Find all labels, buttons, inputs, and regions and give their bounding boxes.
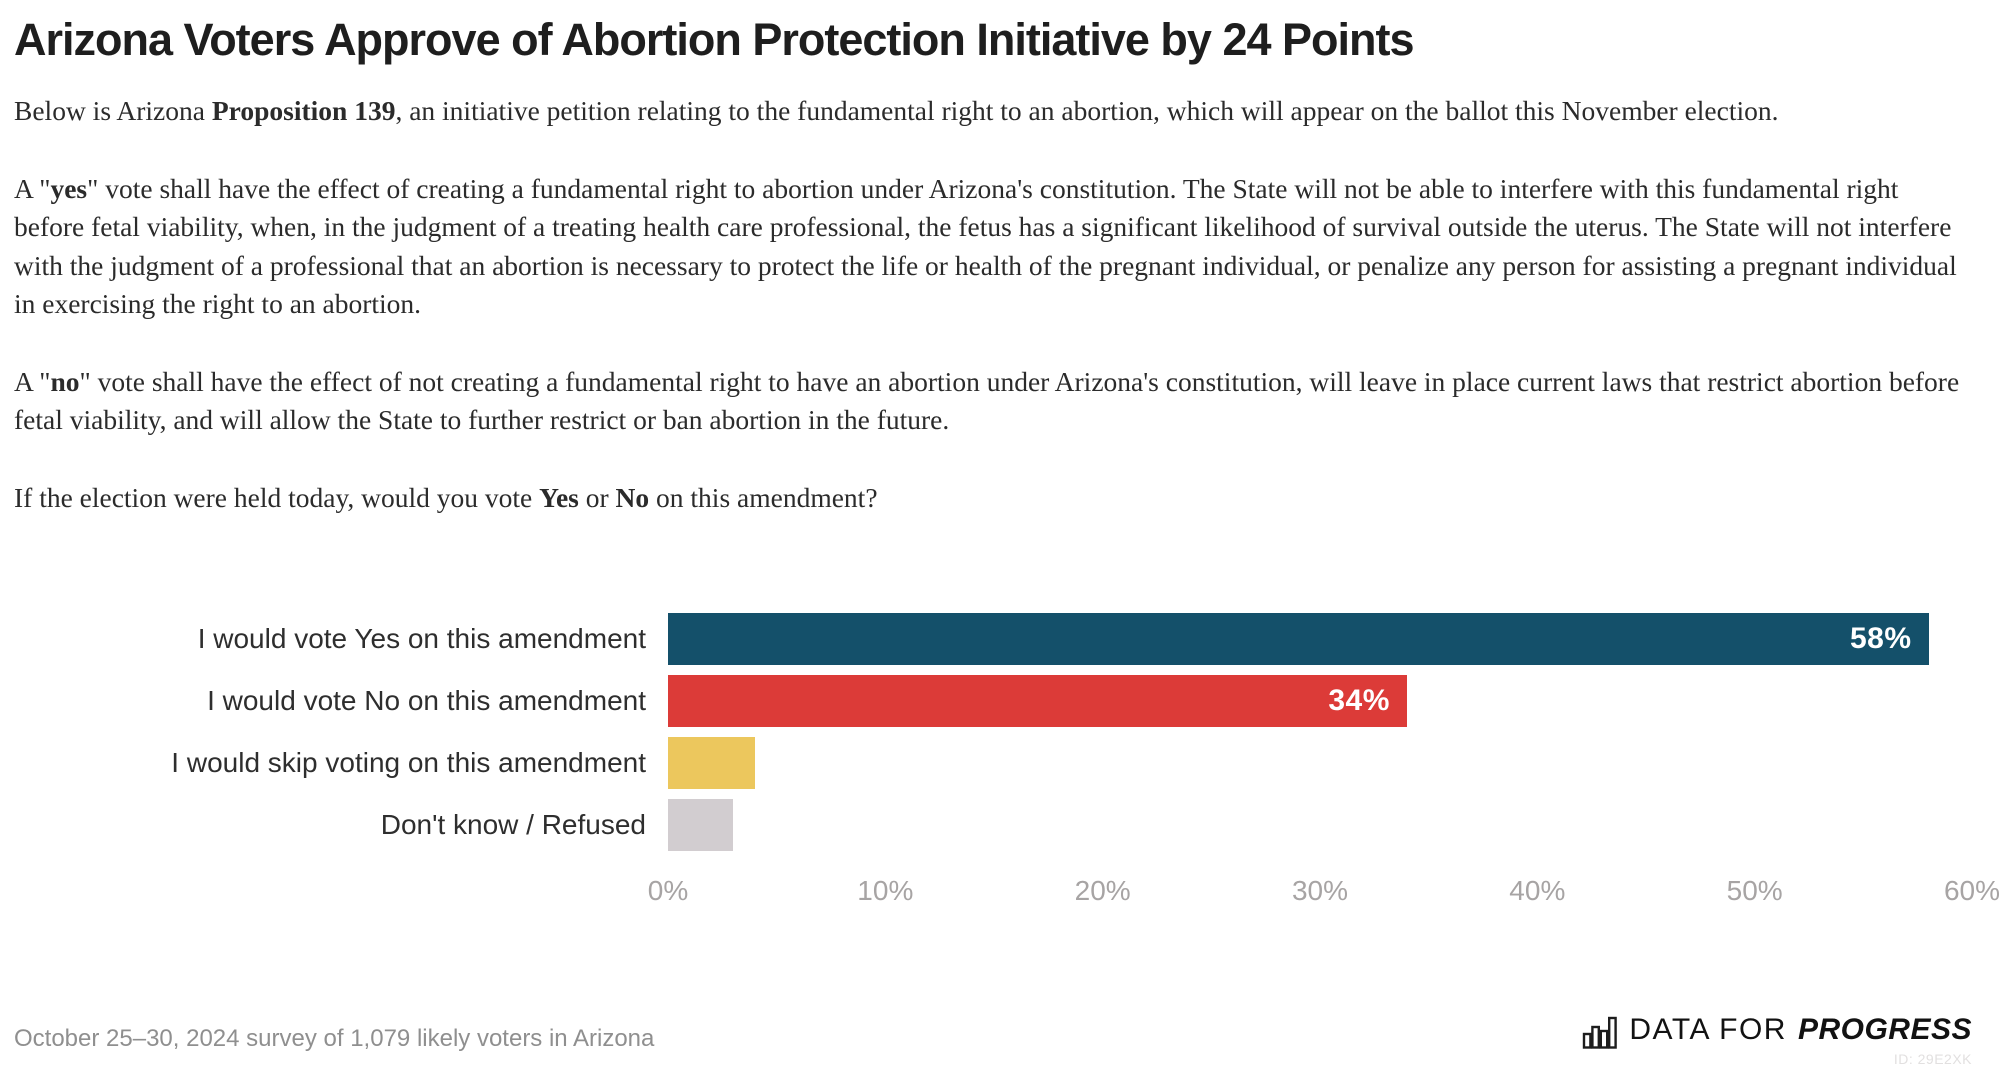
chart-footer: October 25–30, 2024 survey of 1,079 like… bbox=[14, 1010, 1972, 1067]
bar-segment: 34% bbox=[668, 675, 1407, 728]
logo-text-progress: PROGRESS bbox=[1797, 1013, 1972, 1046]
bar-category-label: Don't know / Refused bbox=[380, 809, 646, 841]
x-axis: 0% 10% 20% 30% 40% 50% 60% bbox=[648, 875, 1999, 909]
bar-track: 58% bbox=[668, 613, 1972, 666]
chart-row: Don't know / Refused bbox=[14, 799, 1972, 852]
ballot-paragraph: Below is Arizona Proposition 139, an ini… bbox=[14, 95, 1779, 127]
chart-row: I would vote Yes on this amendment 58% bbox=[14, 613, 1972, 666]
poll-bar-chart: I would vote Yes on this amendment 58% I w… bbox=[14, 613, 1999, 909]
dfp-logo: DATA FOR PROGRESS bbox=[1582, 1010, 1972, 1050]
survey-source: October 25–30, 2024 survey of 1,079 like… bbox=[14, 1025, 655, 1052]
bar-category-label: I would vote No on this amendment bbox=[207, 685, 646, 717]
chart-row: I would skip voting on this amendment bbox=[14, 737, 1972, 790]
bar-value-label: 34% bbox=[1328, 684, 1390, 718]
x-axis-tick: 60% bbox=[1943, 875, 1999, 907]
page-title: Arizona Voters Approve of Abortion Prote… bbox=[14, 14, 1415, 65]
bar-segment bbox=[668, 799, 734, 852]
bar-segment: 58% bbox=[668, 613, 1929, 666]
x-axis-tick: 20% bbox=[1074, 875, 1131, 907]
ballot-paragraph: A "yes" vote shall have the effect of cr… bbox=[14, 172, 1957, 320]
chart-rows: I would vote Yes on this amendment 58% I w… bbox=[14, 613, 1972, 852]
ballot-paragraph: If the election were held today, would y… bbox=[14, 481, 878, 513]
chart-row: I would vote No on this amendment 34% bbox=[14, 675, 1972, 728]
bar-track bbox=[668, 737, 1972, 790]
bar-segment bbox=[668, 737, 755, 790]
ballot-paragraph: A "no" vote shall have the effect of not… bbox=[14, 365, 1960, 436]
x-axis-tick: 40% bbox=[1509, 875, 1566, 907]
x-axis-tick: 30% bbox=[1291, 875, 1349, 907]
dfp-logo-block: DATA FOR PROGRESS ID: 29E2XK bbox=[1582, 1010, 1972, 1067]
chart-id: ID: 29E2XK bbox=[1893, 1051, 1972, 1067]
logo-text-data-for: DATA FOR bbox=[1629, 1013, 1787, 1046]
bar-category-label: I would skip voting on this amendment bbox=[171, 747, 646, 779]
x-axis-tick: 10% bbox=[857, 875, 914, 907]
ballot-description: Below is Arizona Proposition 139, an ini… bbox=[14, 92, 1972, 517]
x-axis-tick: 0% bbox=[647, 875, 689, 907]
bar-category-label: I would vote Yes on this amendment bbox=[197, 623, 646, 655]
x-axis-tick: 50% bbox=[1726, 875, 1783, 907]
bar-chart-icon bbox=[1582, 1010, 1618, 1050]
bar-value-label: 58% bbox=[1849, 622, 1912, 656]
bar-track: 34% bbox=[668, 675, 1972, 728]
bar-track bbox=[668, 799, 1972, 852]
